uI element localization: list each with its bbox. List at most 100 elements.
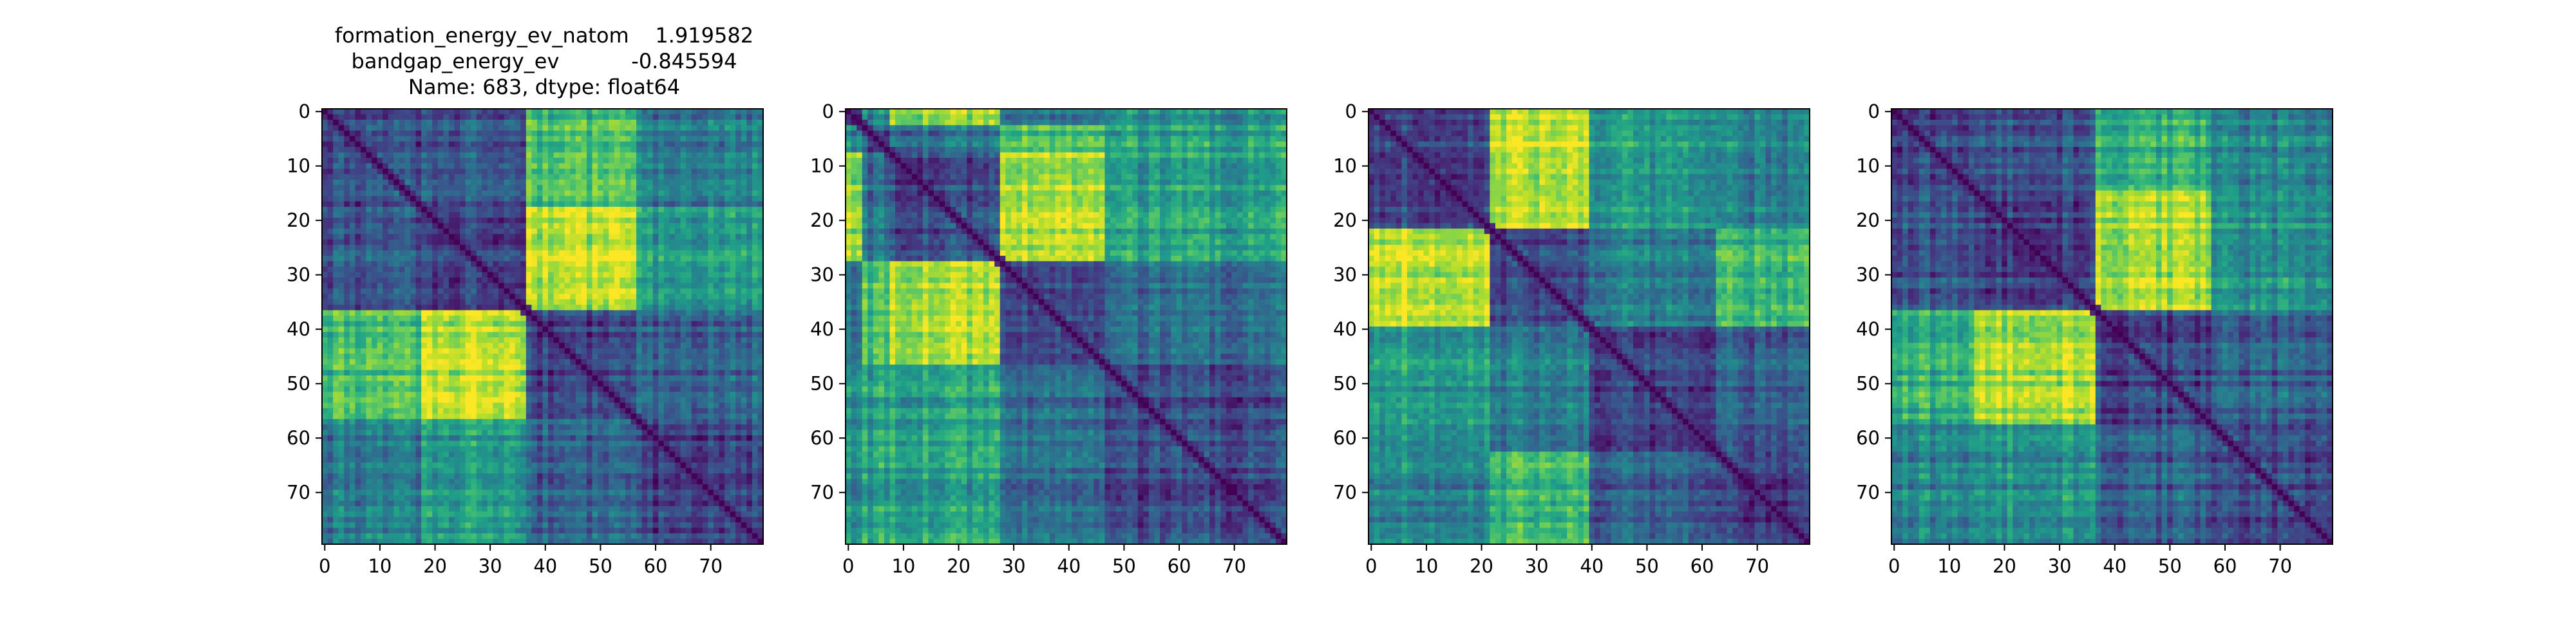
- heatmap-cell: [658, 109, 664, 115]
- heatmap-cell: [416, 359, 422, 365]
- heatmap-cell: [520, 207, 526, 213]
- heatmap-cell: [383, 327, 388, 332]
- heatmap-cell: [393, 191, 399, 196]
- heatmap-cell: [339, 109, 345, 115]
- heatmap-cell: [322, 419, 328, 425]
- heatmap-cell: [581, 251, 587, 256]
- heatmap-cell: [339, 386, 345, 392]
- heatmap-cell: [427, 202, 433, 207]
- heatmap-cell: [493, 413, 498, 419]
- heatmap-cell: [372, 305, 377, 310]
- heatmap-cell: [686, 136, 692, 142]
- heatmap-cell: [493, 174, 498, 180]
- heatmap-cell: [741, 136, 747, 142]
- heatmap-cell: [603, 310, 609, 316]
- heatmap-cell: [466, 174, 471, 180]
- heatmap-cell: [328, 158, 334, 164]
- heatmap-cell: [460, 229, 466, 234]
- heatmap-cell: [708, 142, 714, 147]
- heatmap-cell: [460, 267, 466, 272]
- heatmap-cell: [642, 419, 648, 425]
- heatmap-cell: [482, 136, 488, 142]
- heatmap-cell: [488, 305, 493, 310]
- heatmap-cell: [692, 375, 697, 381]
- heatmap-cell: [730, 365, 736, 370]
- heatmap-cell: [477, 234, 482, 240]
- heatmap-cell: [625, 196, 631, 202]
- heatmap-cell: [636, 365, 642, 370]
- heatmap-cell: [466, 229, 471, 234]
- heatmap-cell: [609, 234, 614, 240]
- heatmap-cell: [703, 316, 708, 321]
- heatmap-cell: [515, 125, 521, 131]
- heatmap-cell: [531, 169, 537, 175]
- heatmap-cell: [675, 147, 681, 153]
- heatmap-cell: [631, 114, 637, 120]
- heatmap-cell: [383, 207, 388, 213]
- heatmap-cell: [592, 164, 598, 169]
- heatmap-cell: [488, 370, 493, 376]
- heatmap-cell: [498, 153, 504, 158]
- heatmap-cell: [647, 153, 653, 158]
- heatmap-cell: [410, 321, 416, 327]
- heatmap-cell: [388, 223, 394, 229]
- heatmap-cell: [719, 109, 725, 115]
- heatmap-cell: [708, 207, 714, 213]
- heatmap-cell: [471, 343, 477, 348]
- heatmap-cell: [537, 386, 543, 392]
- heatmap-cell: [432, 354, 438, 359]
- heatmap-cell: [366, 359, 372, 365]
- heatmap-cell: [631, 202, 637, 207]
- heatmap-cell: [526, 359, 532, 365]
- heatmap-cell: [548, 381, 554, 387]
- heatmap-cell: [438, 164, 444, 169]
- heatmap-cell: [466, 348, 471, 354]
- heatmap-cell: [581, 408, 587, 414]
- heatmap-cell: [493, 419, 498, 425]
- heatmap-cell: [466, 299, 471, 305]
- heatmap-cell: [669, 413, 675, 419]
- heatmap-cell: [681, 153, 687, 158]
- heatmap-cell: [703, 294, 708, 299]
- heatmap-cell: [471, 278, 477, 283]
- heatmap-cell: [559, 158, 565, 164]
- heatmap-cell: [658, 272, 664, 278]
- heatmap-cell: [477, 207, 482, 213]
- heatmap-cell: [416, 114, 422, 120]
- heatmap-cell: [427, 316, 433, 321]
- heatmap-cell: [488, 218, 493, 223]
- heatmap-cell: [537, 120, 543, 126]
- heatmap-cell: [543, 125, 549, 131]
- heatmap-cell: [515, 316, 521, 321]
- heatmap-cell: [333, 136, 339, 142]
- heatmap-cell: [675, 332, 681, 337]
- heatmap-cell: [675, 375, 681, 381]
- heatmap-cell: [658, 359, 664, 365]
- heatmap-cell: [719, 136, 725, 142]
- heatmap-cell: [537, 310, 543, 316]
- heatmap-cell: [675, 251, 681, 256]
- heatmap-cell: [399, 109, 405, 115]
- heatmap-cell: [587, 229, 592, 234]
- heatmap-cell: [592, 278, 598, 283]
- heatmap-cell: [620, 375, 625, 381]
- heatmap-cell: [746, 413, 752, 419]
- heatmap-cell: [515, 294, 521, 299]
- heatmap-cell: [537, 272, 543, 278]
- heatmap-cell: [719, 348, 725, 354]
- heatmap-cell: [355, 169, 361, 175]
- heatmap-cell: [625, 202, 631, 207]
- heatmap-cell: [498, 359, 504, 365]
- heatmap-cell: [675, 164, 681, 169]
- heatmap-cell: [730, 191, 736, 196]
- heatmap-cell: [714, 299, 719, 305]
- heatmap-cell: [372, 446, 377, 452]
- heatmap-cell: [393, 207, 399, 213]
- heatmap-cell: [471, 234, 477, 240]
- heatmap-cell: [438, 136, 444, 142]
- heatmap-cell: [614, 278, 620, 283]
- heatmap-cell: [350, 419, 355, 425]
- heatmap-cell: [515, 147, 521, 153]
- heatmap-cell: [598, 327, 603, 332]
- heatmap-cell: [570, 365, 576, 370]
